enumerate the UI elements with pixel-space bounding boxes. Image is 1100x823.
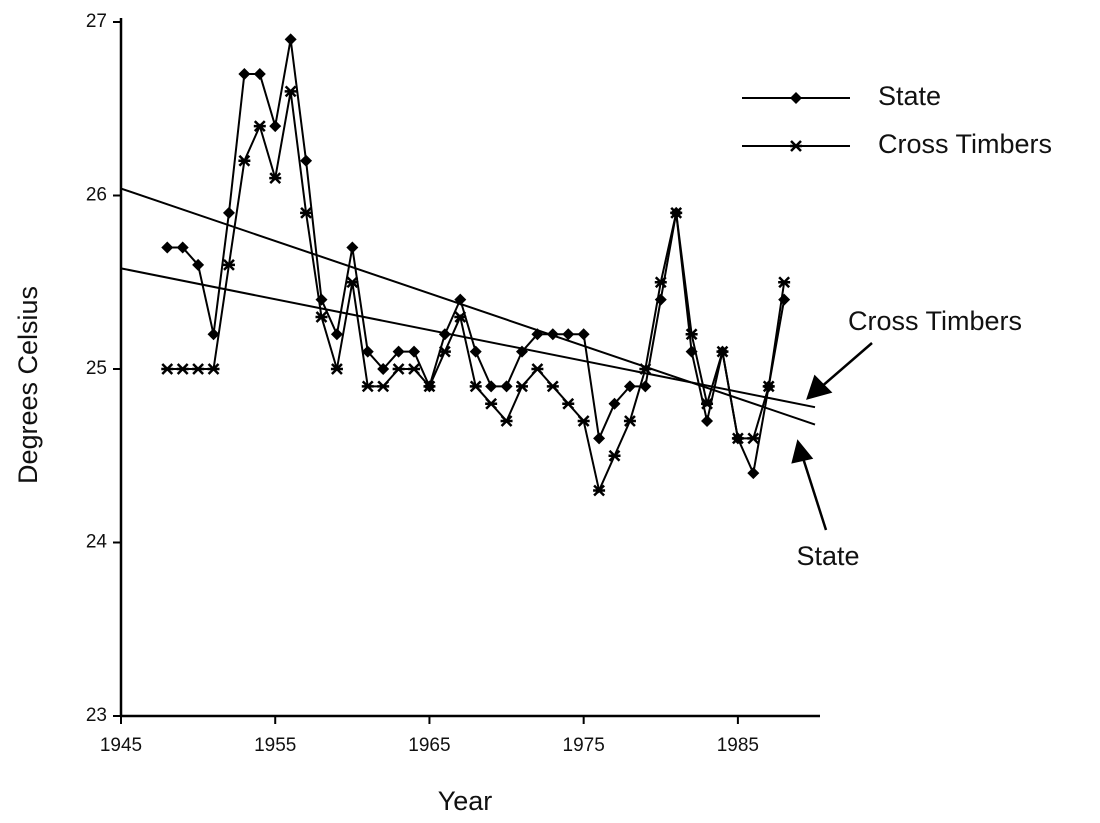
marker: [269, 172, 282, 185]
marker: [315, 311, 328, 323]
marker: [330, 328, 343, 341]
marker: [377, 363, 390, 375]
marker: [300, 154, 313, 167]
marker: [438, 345, 451, 358]
marker: [377, 380, 390, 393]
marker: [500, 415, 513, 427]
marker: [454, 311, 467, 323]
marker: [361, 345, 374, 358]
marker: [238, 154, 251, 167]
y-tick-label: 24: [86, 532, 108, 553]
marker: [608, 397, 621, 410]
marker: [176, 363, 189, 375]
marker: [716, 345, 729, 358]
marker: [790, 92, 802, 104]
marker: [176, 241, 189, 254]
trend-annotation: Cross Timbers: [848, 306, 1022, 336]
marker: [685, 328, 698, 341]
marker: [639, 363, 652, 375]
marker: [253, 68, 266, 81]
marker: [577, 415, 590, 427]
marker: [485, 397, 498, 410]
y-tick-label: 27: [86, 11, 107, 32]
marker: [469, 380, 482, 393]
y-tick-label: 23: [86, 705, 107, 726]
x-axis-label: Year: [438, 786, 493, 816]
marker: [284, 33, 297, 46]
marker: [485, 380, 498, 393]
marker: [161, 363, 174, 375]
x-tick-label: 1945: [100, 735, 142, 756]
marker: [762, 380, 775, 393]
trend-annotation: State: [796, 541, 859, 571]
marker: [284, 85, 297, 98]
marker: [222, 259, 235, 271]
marker: [623, 415, 636, 427]
y-tick-label: 26: [86, 185, 107, 206]
marker: [654, 276, 667, 289]
marker: [423, 380, 436, 393]
marker: [778, 276, 791, 289]
marker: [747, 467, 760, 480]
marker: [562, 397, 575, 410]
x-tick-label: 1965: [408, 735, 450, 756]
annotation-arrow: [791, 439, 828, 531]
marker: [500, 380, 513, 393]
annotation-arrow: [806, 342, 873, 400]
marker: [408, 363, 421, 375]
marker: [330, 363, 343, 375]
marker: [670, 206, 683, 219]
marker: [207, 328, 220, 341]
marker: [207, 363, 220, 375]
marker: [346, 241, 359, 254]
marker: [701, 397, 714, 410]
marker: [531, 363, 544, 375]
x-tick-label: 1955: [254, 735, 296, 756]
y-axis-label: Degrees Celsius: [13, 286, 43, 484]
marker: [192, 258, 205, 271]
marker: [701, 415, 714, 428]
y-tick-label: 25: [86, 358, 107, 379]
marker: [269, 120, 282, 133]
marker: [515, 380, 528, 393]
series-line: [167, 91, 786, 494]
marker: [238, 68, 251, 81]
x-tick-label: 1975: [563, 735, 605, 756]
marker: [392, 345, 405, 358]
marker: [731, 432, 744, 445]
marker: [515, 345, 528, 358]
marker: [392, 363, 405, 375]
marker: [608, 449, 621, 462]
marker: [593, 484, 606, 497]
marker: [222, 206, 235, 219]
marker: [562, 328, 575, 341]
legend-label: State: [878, 81, 941, 111]
marker: [300, 206, 313, 219]
marker: [639, 380, 652, 393]
marker: [408, 345, 421, 358]
marker: [747, 432, 760, 445]
marker: [438, 328, 451, 341]
marker: [253, 120, 266, 132]
marker: [469, 345, 482, 358]
marker: [790, 140, 802, 152]
marker: [531, 328, 544, 341]
marker: [546, 380, 559, 393]
x-tick-label: 1985: [717, 735, 759, 756]
marker: [346, 276, 359, 289]
marker: [593, 432, 606, 445]
series-line: [167, 39, 786, 477]
legend-label: Cross Timbers: [878, 129, 1052, 159]
marker: [546, 328, 559, 341]
marker: [192, 363, 205, 375]
marker: [361, 380, 374, 393]
marker: [623, 380, 636, 393]
marker: [577, 328, 590, 341]
marker: [161, 241, 174, 254]
marker: [454, 293, 467, 306]
